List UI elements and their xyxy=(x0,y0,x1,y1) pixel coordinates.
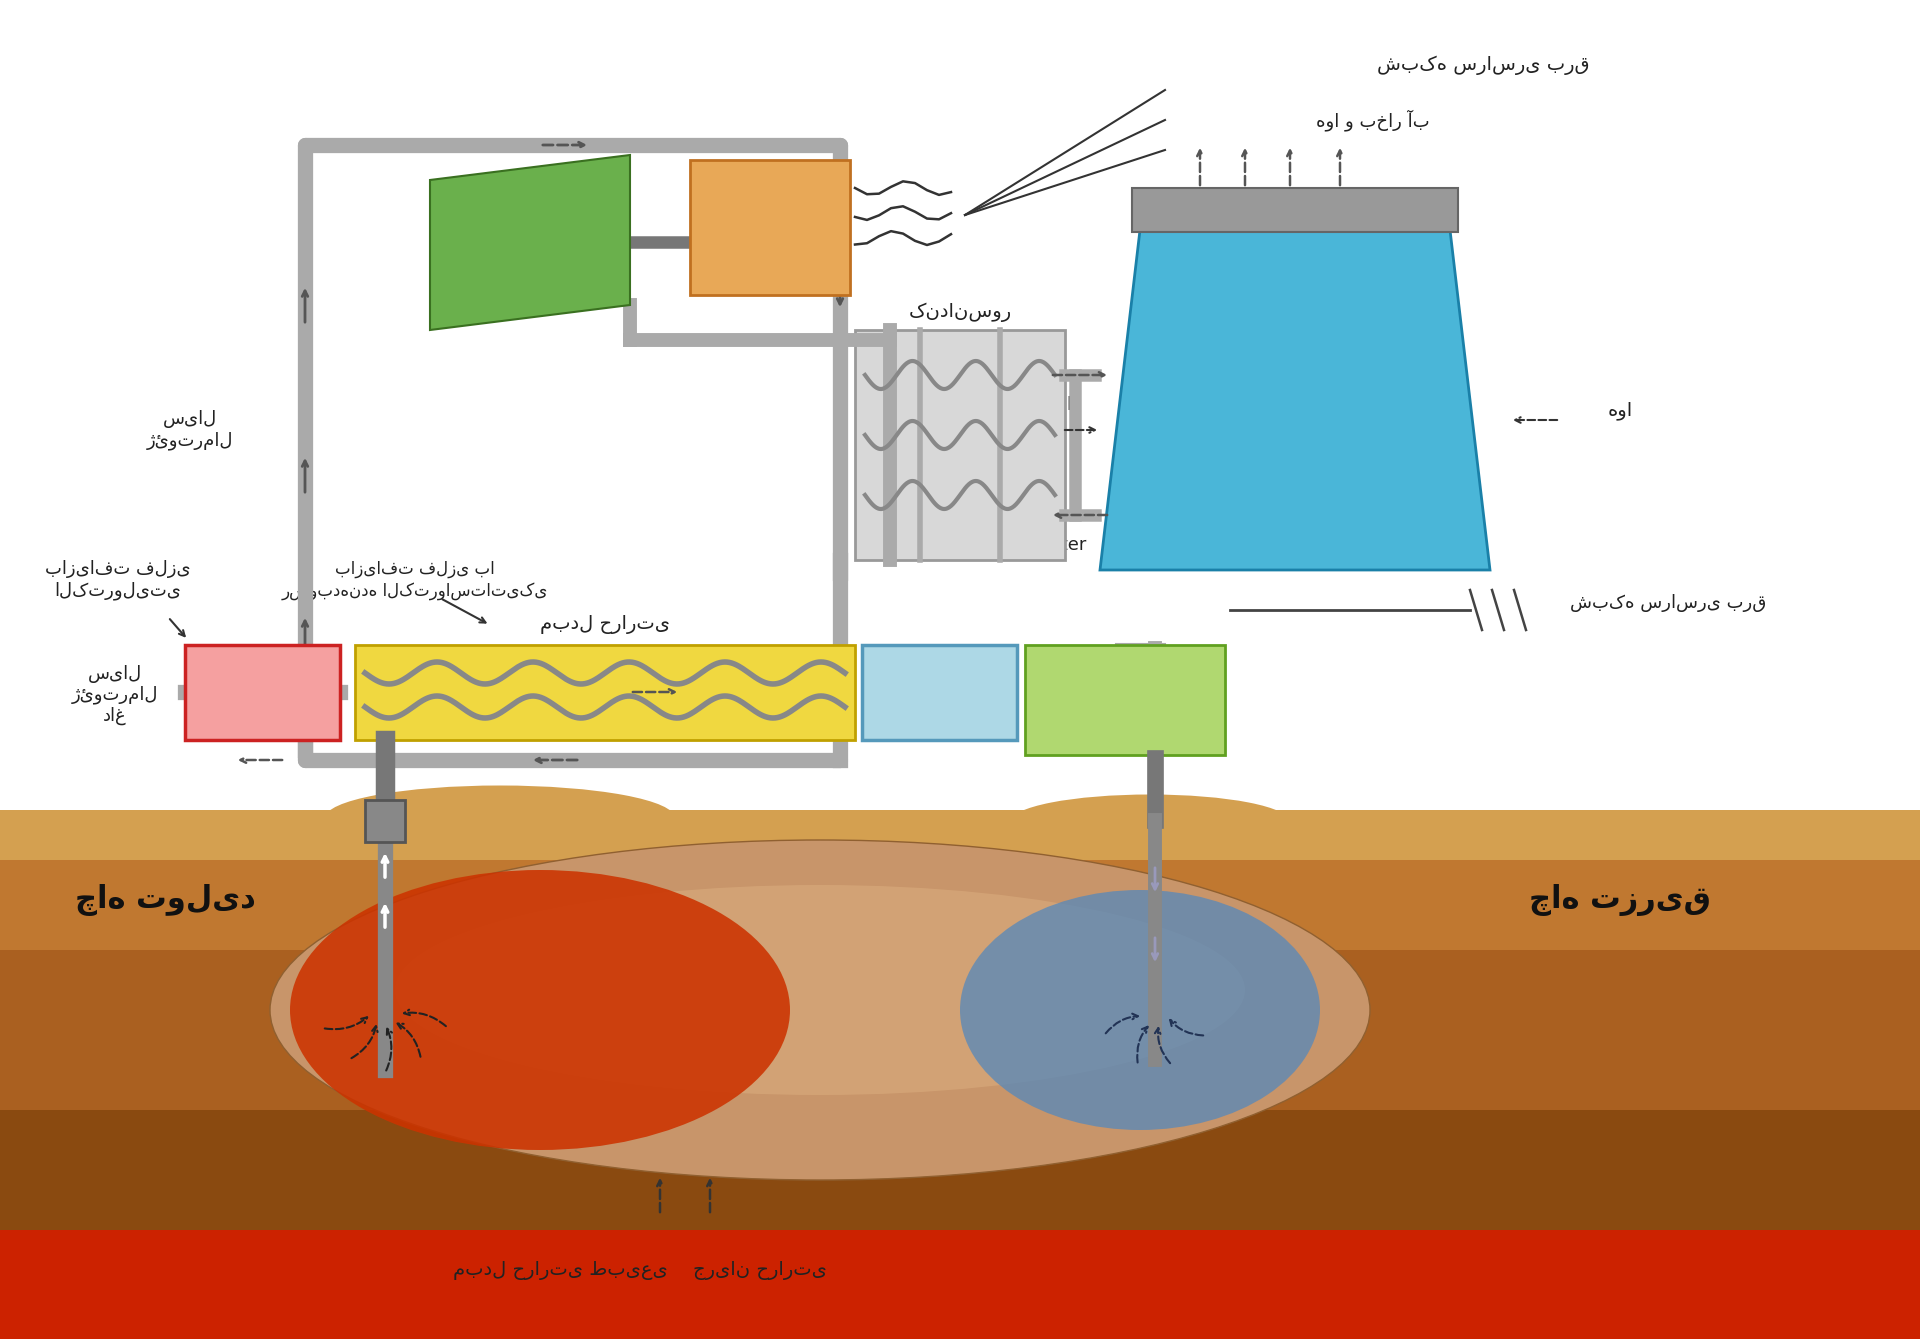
Text: کندانسور: کندانسور xyxy=(908,303,1012,321)
Polygon shape xyxy=(1100,230,1490,570)
Polygon shape xyxy=(0,1110,1920,1231)
Text: توان گرادیان
شوری: توان گرادیان شوری xyxy=(1056,679,1194,720)
Text: Water: Water xyxy=(1033,536,1087,554)
Ellipse shape xyxy=(324,786,676,850)
Text: مبدل حرارتی طبیعی: مبدل حرارتی طبیعی xyxy=(453,1260,668,1280)
FancyBboxPatch shape xyxy=(1025,645,1225,755)
FancyBboxPatch shape xyxy=(689,159,851,295)
Ellipse shape xyxy=(271,840,1371,1180)
Ellipse shape xyxy=(290,870,789,1150)
Text: هوا: هوا xyxy=(1048,395,1073,415)
Text: شبکه سراسری برق: شبکه سراسری برق xyxy=(1571,595,1766,612)
Text: پمپ: پمپ xyxy=(440,803,486,822)
Text: جریان حرارتی: جریان حرارتی xyxy=(693,1260,828,1280)
Text: سیال
ژئوترمال: سیال ژئوترمال xyxy=(146,410,232,450)
Polygon shape xyxy=(0,1231,1920,1339)
Text: چاه تولید: چاه تولید xyxy=(75,884,255,916)
FancyBboxPatch shape xyxy=(184,645,340,740)
Text: سیال
ژئوترمال
داغ: سیال ژئوترمال داغ xyxy=(71,664,157,726)
Text: مبدل حرارتی: مبدل حرارتی xyxy=(540,616,670,635)
FancyBboxPatch shape xyxy=(862,645,1018,740)
FancyBboxPatch shape xyxy=(854,329,1066,560)
Text: هوا و بخار آب: هوا و بخار آب xyxy=(1317,108,1430,131)
Polygon shape xyxy=(430,155,630,329)
Text: توربین: توربین xyxy=(470,232,589,254)
Polygon shape xyxy=(0,860,1920,949)
Text: برج جنک‌کننده: برج جنک‌کننده xyxy=(1181,387,1409,412)
Ellipse shape xyxy=(1010,794,1290,849)
Text: بازیافت فلزی
الکترولیتی: بازیافت فلزی الکترولیتی xyxy=(46,560,190,600)
FancyBboxPatch shape xyxy=(1133,187,1457,232)
Text: چاه تزریق: چاه تزریق xyxy=(1528,884,1711,916)
Ellipse shape xyxy=(396,885,1244,1095)
FancyBboxPatch shape xyxy=(355,645,854,740)
Text: شبکه سراسری برق: شبکه سراسری برق xyxy=(1377,55,1590,75)
FancyBboxPatch shape xyxy=(365,799,405,842)
Text: هوا: هوا xyxy=(1607,400,1632,419)
Ellipse shape xyxy=(960,890,1321,1130)
Polygon shape xyxy=(0,810,1920,860)
Text: ژنراتور: ژنراتور xyxy=(716,216,824,240)
Text: بازیافت فلزی با
رسوبدهنده الکترواستاتیکی: بازیافت فلزی با رسوبدهنده الکترواستاتیکی xyxy=(282,561,549,600)
Polygon shape xyxy=(0,949,1920,1110)
